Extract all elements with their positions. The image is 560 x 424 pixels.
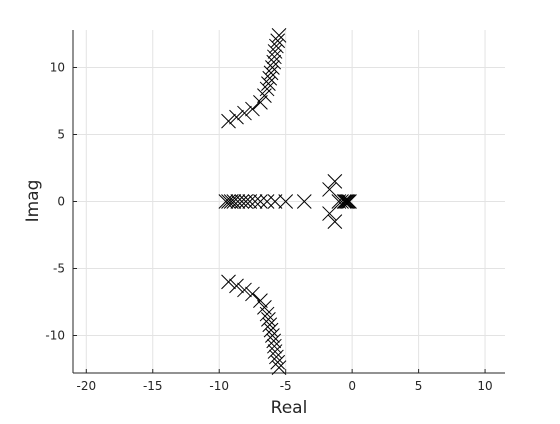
pole-marker <box>262 317 278 333</box>
pole-marker <box>234 194 250 209</box>
pole-marker <box>242 194 258 209</box>
pole-marker <box>245 286 260 302</box>
pole-marker <box>247 194 263 209</box>
pole-marker <box>269 38 284 54</box>
pole-marker <box>271 28 287 43</box>
pole-marker <box>267 44 283 59</box>
pole-marker <box>259 194 275 209</box>
pole-marker <box>327 174 343 189</box>
y-tick-label: -10 <box>45 328 65 342</box>
pole-marker <box>229 278 244 294</box>
pole-marker <box>262 70 278 86</box>
pole-marker <box>322 182 337 197</box>
pole-marker <box>261 76 276 91</box>
pole-marker <box>339 194 355 209</box>
axis-frame <box>72 30 505 374</box>
x-tick-label: -20 <box>76 379 96 393</box>
x-tick-label: -15 <box>143 379 163 393</box>
y-tick-label: 10 <box>50 61 65 75</box>
pole-marker <box>263 65 279 81</box>
pole-marker <box>296 194 312 209</box>
pole-marker <box>278 194 294 209</box>
pole-marker <box>221 274 236 290</box>
pole-marker <box>322 206 337 221</box>
pole-marker <box>270 33 286 49</box>
y-tick-label: -5 <box>53 261 65 275</box>
pole-marker <box>269 349 284 365</box>
pole-marker <box>267 194 283 209</box>
x-tick-label: -10 <box>209 379 229 393</box>
pole-marker <box>237 282 252 298</box>
pole-marker <box>342 194 357 209</box>
pole-marker <box>253 293 268 309</box>
pole-marker <box>245 101 260 117</box>
x-axis-label: Real <box>271 398 308 418</box>
pole-marker <box>271 360 287 375</box>
pole-marker <box>218 194 234 209</box>
pole-marker <box>263 322 279 338</box>
y-gridlines <box>73 67 505 336</box>
pole-marker <box>223 194 239 209</box>
pole-marker <box>229 109 244 125</box>
pole-marker <box>230 194 246 209</box>
pole-marker <box>340 194 356 209</box>
x-tick-labels: -20 -15 -10 -5 0 5 10 <box>76 379 492 393</box>
pole-marker <box>259 306 275 322</box>
y-tick-label: 5 <box>57 128 65 142</box>
pole-marker <box>226 194 242 209</box>
pole-marker <box>267 344 283 359</box>
y-tick-labels: -10 -5 0 5 10 <box>45 61 65 343</box>
pole-marker <box>261 312 276 327</box>
pole-marker <box>338 194 353 209</box>
pole-marker <box>327 214 343 229</box>
pole-marker <box>253 94 268 110</box>
x-tick-label: 0 <box>348 379 356 393</box>
x-tick-label: 5 <box>415 379 423 393</box>
y-axis-label: Imag <box>23 180 43 223</box>
x-tick-label: 10 <box>477 379 492 393</box>
pole-marker <box>336 194 352 209</box>
pole-markers <box>218 28 357 375</box>
pole-marker <box>259 81 275 97</box>
pole-marker <box>237 105 252 121</box>
pole-marker <box>221 113 236 129</box>
y-tick-label: 0 <box>57 195 65 209</box>
x-tick-label: -5 <box>280 379 292 393</box>
pole-marker <box>253 194 268 209</box>
pole-marker <box>270 354 286 370</box>
pole-marker <box>334 194 349 209</box>
